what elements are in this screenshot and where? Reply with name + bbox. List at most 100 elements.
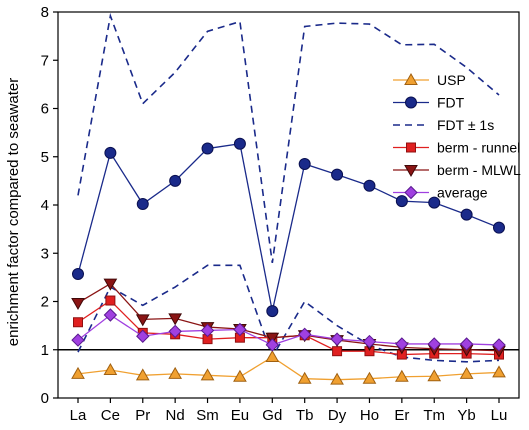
point-berm-mlwl-la [71,297,85,310]
point-usp-ce [103,363,118,376]
series-line-fdt [77,142,500,312]
x-tick-label-dy: Dy [328,407,347,424]
point-usp-lu [492,365,506,378]
point-fdt-lu [493,221,505,234]
y-axis-title: enrichment factor compared to seawater [5,78,22,346]
series-berm-mlwl [71,278,506,358]
point-average-eu [233,322,247,337]
legend: USP FDT FDT ± 1s berm - runnel berm - MLWL av… [393,72,521,201]
point-usp-eu [233,369,247,382]
x-tick-label-ce: Ce [101,407,120,424]
point-usp-la [71,366,85,379]
legend-item-usp: USP [393,72,466,88]
point-fdt-ce [104,146,117,159]
point-fdt-tb [298,157,311,170]
y-tick-label: 5 [41,149,49,166]
point-berm-mlwl-ce [103,278,118,291]
x-tick-label-la: La [70,407,87,424]
legend-swatch-marker [405,96,417,109]
point-average-er [395,337,409,351]
point-usp-yb [459,366,474,379]
series-line-berm-mlwl [77,282,500,352]
series-line-fdt-1s-lower [77,264,500,363]
x-tick-label-er: Er [394,407,409,424]
legend-item-fdt: FDT [393,95,465,111]
legend-item-average: average [393,185,488,201]
x-tick-label-lu: Lu [491,407,508,424]
x-tick-label-tb: Tb [296,407,314,424]
x-tick-label-nd: Nd [166,407,185,424]
point-fdt-dy [331,168,344,181]
legend-label: FDT [437,95,465,111]
x-tick-label-sm: Sm [196,407,219,424]
point-fdt-nd [169,174,182,187]
y-tick-label: 1 [41,342,49,359]
legend-item-berm-mlwl: berm - MLWL [393,162,521,178]
point-fdt-ho [363,179,376,192]
point-average-sm [200,323,215,338]
x-tick-label-gd: Gd [262,407,282,424]
series-fdt [72,137,505,318]
point-usp-pr [135,368,150,381]
point-average-ce [103,308,118,322]
point-average-pr [136,329,150,343]
y-tick-label: 0 [41,390,49,407]
point-fdt-pr [136,198,149,211]
point-average-gd [265,338,280,352]
point-average-yb [459,337,474,351]
series-usp [71,349,506,385]
point-fdt-gd [266,305,279,318]
x-tick-label-eu: Eu [231,407,249,424]
y-tick-label: 6 [41,101,49,118]
legend-swatch-marker [404,72,418,85]
point-berm-runnel-ce [105,295,116,306]
legend-label: FDT ± 1s [437,117,494,133]
point-fdt-la [72,267,84,280]
point-average-nd [168,324,182,339]
x-tick-label-yb: Yb [457,407,475,424]
point-usp-er [394,369,409,382]
x-tick-label-tm: Tm [423,407,445,424]
legend-label: average [437,185,488,201]
legend-item-berm-runnel: berm - runnel [393,140,520,156]
point-usp-gd [265,349,280,362]
point-fdt-yb [460,208,473,221]
point-average-tb [297,327,312,342]
y-tick-label: 4 [41,197,49,214]
point-usp-tm [427,369,442,382]
axes: 0 1 2 3 4 5 6 7 8 La Ce Pr Nd Sm Eu Gd Tb Dy Ho Er Tm Yb Lu [41,4,520,424]
legend-swatch-marker [404,185,418,200]
y-tick-label: 3 [41,245,49,262]
point-usp-tb [297,371,312,384]
y-tick-label: 7 [41,52,49,69]
point-fdt-er [395,195,408,208]
series-layer [71,12,506,385]
x-tick-label-pr: Pr [135,407,150,424]
y-tick-label: 8 [41,4,49,21]
x-tick-label-ho: Ho [360,407,379,424]
point-average-dy [330,332,344,346]
point-fdt-eu [233,137,246,150]
point-usp-sm [200,368,215,381]
point-average-tm [427,337,441,351]
point-usp-dy [330,372,344,385]
series-average [71,308,506,352]
point-berm-mlwl-pr [135,314,150,327]
point-fdt-tm [428,196,441,209]
point-berm-runnel-la [73,317,83,328]
point-usp-nd [168,366,183,379]
series-fdt-1s [77,12,500,363]
legend-swatch-marker [406,142,416,153]
point-usp-ho [362,371,377,384]
point-average-lu [492,338,506,352]
point-berm-mlwl-nd [168,313,183,326]
series-line-usp [77,356,500,381]
legend-item-fdt-1s: FDT ± 1s [393,117,494,133]
series-line-fdt-1s-upper [77,12,500,264]
legend-swatch-marker [404,165,418,178]
legend-label: berm - runnel [437,140,520,156]
point-berm-runnel-dy [332,346,343,357]
legend-label: berm - MLWL [437,162,521,178]
point-fdt-sm [201,142,214,155]
